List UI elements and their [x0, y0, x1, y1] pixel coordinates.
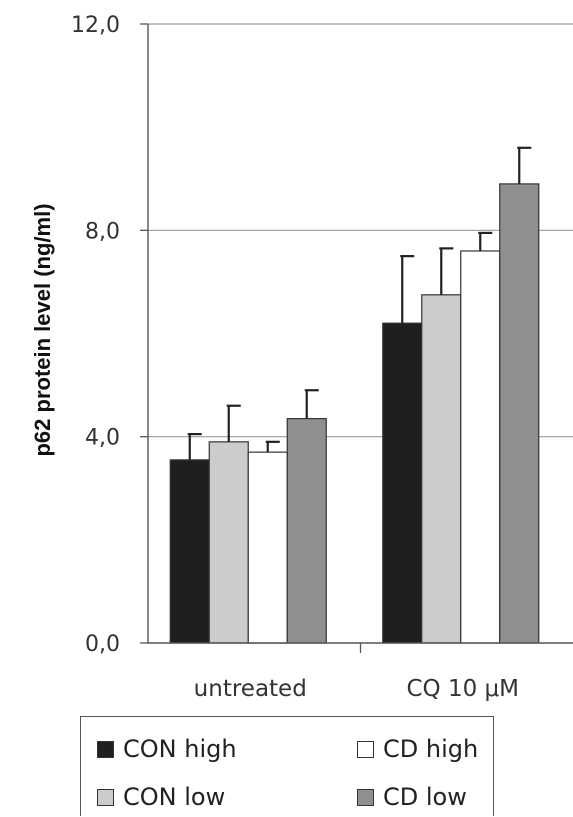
bar [208, 441, 249, 644]
legend-label: CON high [123, 735, 237, 763]
x-category-label: CQ 10 μM [406, 676, 519, 702]
legend-swatch [357, 740, 374, 758]
legend-item-cd-high: CD high [357, 735, 478, 763]
y-tick-label: 8,0 [85, 219, 120, 244]
y-tick-label: 4,0 [85, 426, 120, 451]
bar [460, 250, 501, 644]
x-category-label: untreated [194, 676, 307, 702]
bar [421, 294, 462, 644]
y-tick-label: 0,0 [85, 632, 120, 657]
y-axis-label: p62 protein level (ng/ml) [30, 203, 55, 456]
legend-swatch [97, 788, 114, 806]
bar [247, 451, 288, 644]
bar [169, 459, 210, 644]
legend: CON high CD high CON low CD low [80, 716, 494, 816]
legend-item-con-high: CON high [97, 735, 237, 763]
y-tick-label: 12,0 [71, 13, 120, 38]
legend-item-cd-low: CD low [357, 783, 467, 811]
legend-label: CD high [383, 735, 479, 763]
legend-swatch [97, 740, 114, 758]
bar-chart: 0,0 4,0 8,0 12,0 untreated CQ 10 μM p62 prote… [30, 13, 573, 702]
legend-label: CON low [123, 783, 226, 811]
legend-item-con-low: CON low [97, 783, 225, 811]
bar [499, 183, 540, 644]
bar [286, 418, 327, 644]
bar [382, 322, 423, 644]
axes [140, 23, 573, 653]
tick-labels: 0,0 4,0 8,0 12,0 untreated CQ 10 μM [71, 13, 519, 702]
legend-swatch [357, 788, 374, 806]
bars [169, 146, 540, 644]
legend-label: CD low [383, 783, 467, 811]
